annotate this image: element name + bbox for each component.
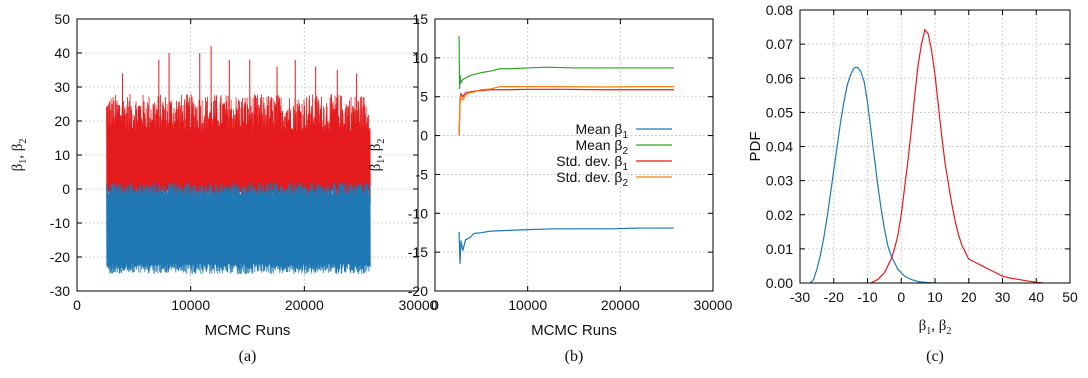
legend-label: Std. dev. β2 <box>556 169 628 189</box>
y-tick-label: 40 <box>54 45 70 61</box>
x-tick-label: 30000 <box>694 297 733 313</box>
x-axis-label: β1, β2 <box>919 318 952 337</box>
y-tick-label: -15 <box>408 244 428 260</box>
series-line-3 <box>458 88 675 136</box>
series-line-2 <box>870 28 1044 283</box>
legend-label: Std. dev. β1 <box>556 153 628 173</box>
y-tick-label: 5 <box>420 89 428 105</box>
y-tick-label: 0.02 <box>766 207 793 223</box>
y-axis-label: PDF <box>747 132 764 162</box>
y-tick-label: -10 <box>408 205 428 221</box>
y-tick-label: 0.03 <box>766 173 793 189</box>
y-tick-label: 10 <box>54 147 70 163</box>
y-tick-label: -5 <box>416 166 429 182</box>
y-tick-label: 0.08 <box>766 2 793 18</box>
y-tick-label: 0.01 <box>766 241 793 257</box>
y-tick-label: 30 <box>54 79 70 95</box>
plot-area <box>458 36 675 264</box>
panel-caption: (a) <box>239 348 257 365</box>
y-tick-label: 20 <box>54 113 70 129</box>
x-tick-label: 0 <box>431 297 439 313</box>
x-tick-label: 20 <box>961 289 977 305</box>
plot-frame <box>76 18 419 292</box>
x-tick-label: 50 <box>1062 289 1078 305</box>
plot-frame <box>799 9 1071 284</box>
x-tick-label: 30000 <box>399 297 438 313</box>
panel-caption: (b) <box>565 348 584 365</box>
x-tick-label: 20000 <box>601 297 640 313</box>
y-tick-label: 0.00 <box>766 275 793 291</box>
plot-area <box>809 28 1044 283</box>
x-tick-label: 30 <box>995 289 1011 305</box>
series-line-1 <box>458 227 675 264</box>
series-line-4 <box>458 86 675 136</box>
chart-panel-c: -30 -20 -10 0 10 20 30 40 50 0.00 0.01 0.02 0.03 0.04… <box>747 2 1078 365</box>
y-tick-label: 0.05 <box>766 104 793 120</box>
y-tick-label: 0.06 <box>766 70 793 86</box>
series-line-2 <box>458 36 675 89</box>
x-tick-label: 10000 <box>508 297 547 313</box>
y-tick-label: 0 <box>62 181 70 197</box>
x-tick-label: 40 <box>1028 289 1044 305</box>
x-tick-label: -20 <box>824 289 844 305</box>
panel-caption: (c) <box>926 348 944 365</box>
series-trace-2 <box>106 182 371 274</box>
plot-area <box>106 46 371 274</box>
y-tick-label: 0.04 <box>766 139 793 155</box>
y-tick-label: 50 <box>54 11 70 27</box>
x-tick-label: 20000 <box>285 297 324 313</box>
gridlines <box>800 10 1070 283</box>
gridlines <box>435 19 713 291</box>
plot-frame <box>434 18 714 292</box>
y-axis-label: β1, β2 <box>10 139 29 172</box>
y-tick-label: -10 <box>50 215 70 231</box>
y-tick-label: 10 <box>412 50 428 66</box>
series-line-1 <box>809 66 936 283</box>
legend-label: Mean β2 <box>575 137 628 157</box>
x-axis-label: MCMC Runs <box>531 322 617 339</box>
x-tick-label: 10 <box>927 289 943 305</box>
y-tick-label: 0 <box>420 128 428 144</box>
y-axis-label: β1, β2 <box>368 139 387 172</box>
x-tick-label: -10 <box>857 289 877 305</box>
chart-panel-a: 0 10000 20000 30000-30-20-1001020304050β1, … <box>10 11 438 365</box>
series-trace-1 <box>106 93 371 206</box>
y-tick-label: 15 <box>412 11 428 27</box>
legend-label: Mean β1 <box>575 121 628 141</box>
y-tick-label: -20 <box>50 249 70 265</box>
x-tick-label: -30 <box>790 289 810 305</box>
y-tick-label: -20 <box>408 283 428 299</box>
x-tick-label: 0 <box>897 289 905 305</box>
x-tick-label: 10000 <box>171 297 210 313</box>
x-axis-label: MCMC Runs <box>205 322 291 339</box>
y-tick-label: 0.07 <box>766 36 793 52</box>
x-tick-label: 0 <box>73 297 81 313</box>
y-tick-label: -30 <box>50 283 70 299</box>
